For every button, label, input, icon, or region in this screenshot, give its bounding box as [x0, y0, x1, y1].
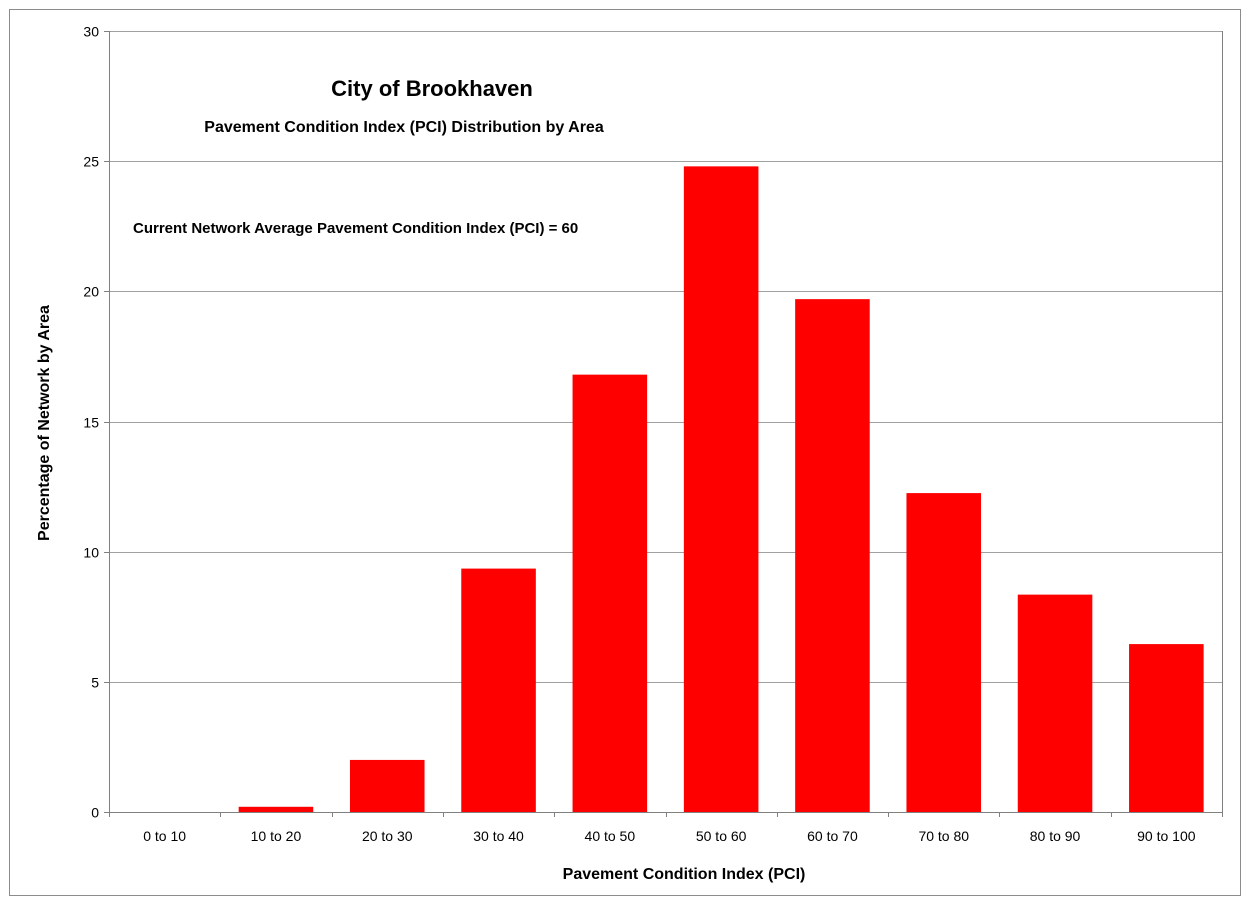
x-tick-label: 90 to 100 — [1137, 828, 1196, 844]
y-tick-label: 25 — [83, 154, 99, 170]
x-tick-label: 80 to 90 — [1030, 828, 1081, 844]
x-tick-label: 30 to 40 — [473, 828, 524, 844]
y-tick-label: 20 — [83, 284, 99, 300]
chart-title: City of Brookhaven — [331, 76, 533, 101]
bar-70-to-80 — [906, 493, 982, 812]
bar-30-to-40 — [461, 568, 536, 812]
x-tick-label: 10 to 20 — [251, 828, 302, 844]
bar-10-to-20 — [238, 806, 314, 812]
x-axis-title: Pavement Condition Index (PCI) — [563, 866, 806, 883]
bar-60-to-70 — [795, 299, 870, 812]
x-tick-label: 0 to 10 — [143, 828, 186, 844]
y-tick-label: 5 — [91, 675, 99, 691]
bar-40-to-50 — [572, 374, 648, 812]
bar-20-to-30 — [349, 759, 425, 812]
bars — [238, 166, 1204, 812]
y-tick-label: 0 — [91, 805, 99, 821]
axes: 0 5 10 15 20 25 30 0 to 10 10 to 20 20 to 30 30 to… — [83, 24, 1223, 844]
y-tick-label: 30 — [83, 24, 99, 40]
x-tick-label: 50 to 60 — [696, 828, 747, 844]
y-axis-title: Percentage of Network by Area — [36, 305, 53, 541]
x-tick-label: 70 to 80 — [918, 828, 969, 844]
bar-90-to-100 — [1129, 644, 1204, 812]
chart-frame: 0 5 10 15 20 25 30 0 to 10 10 to 20 20 to 30 30 to… — [9, 9, 1241, 896]
chart-svg: 0 5 10 15 20 25 30 0 to 10 10 to 20 20 to 30 30 to… — [36, 24, 1223, 883]
chart-subtitle: Pavement Condition Index (PCI) Distribut… — [204, 119, 604, 136]
x-tick-label: 40 to 50 — [585, 828, 636, 844]
bar-80-to-90 — [1017, 594, 1093, 812]
bar-50-to-60 — [683, 166, 759, 812]
x-tick-label: 20 to 30 — [362, 828, 413, 844]
y-tick-label: 15 — [83, 415, 99, 431]
y-tick-label: 10 — [83, 545, 99, 561]
x-tick-label: 60 to 70 — [807, 828, 858, 844]
chart-annotation: Current Network Average Pavement Conditi… — [133, 220, 578, 237]
